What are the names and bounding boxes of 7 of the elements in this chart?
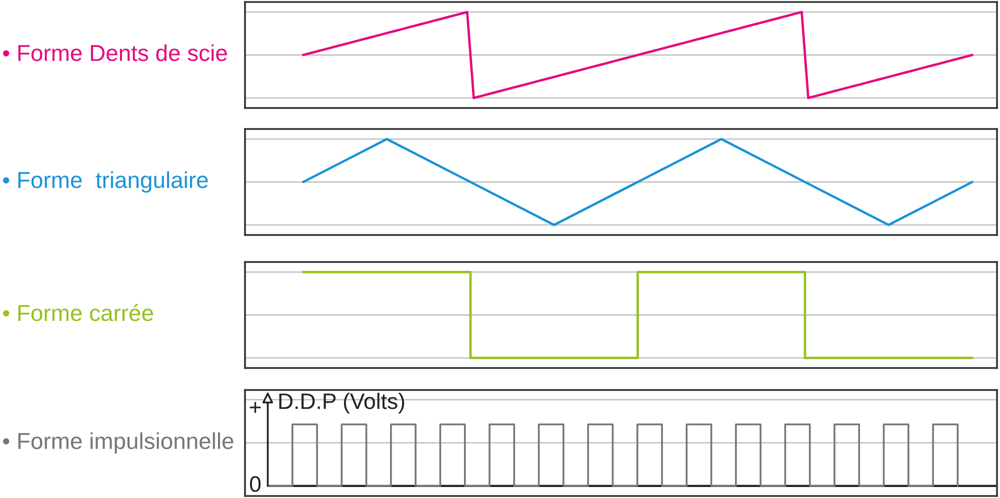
text: • Forme Dents de scie: [3, 44, 227, 62]
text: • Forme carrée: [3, 304, 154, 322]
chart-title: • Forme impulsionnelle: [3, 432, 234, 454]
text: • Forme triangulaire: [3, 171, 208, 193]
annotation: 0: [250, 476, 261, 492]
y-axis-title: D.D.P (Volts): [279, 392, 404, 414]
text: +: [250, 402, 261, 413]
